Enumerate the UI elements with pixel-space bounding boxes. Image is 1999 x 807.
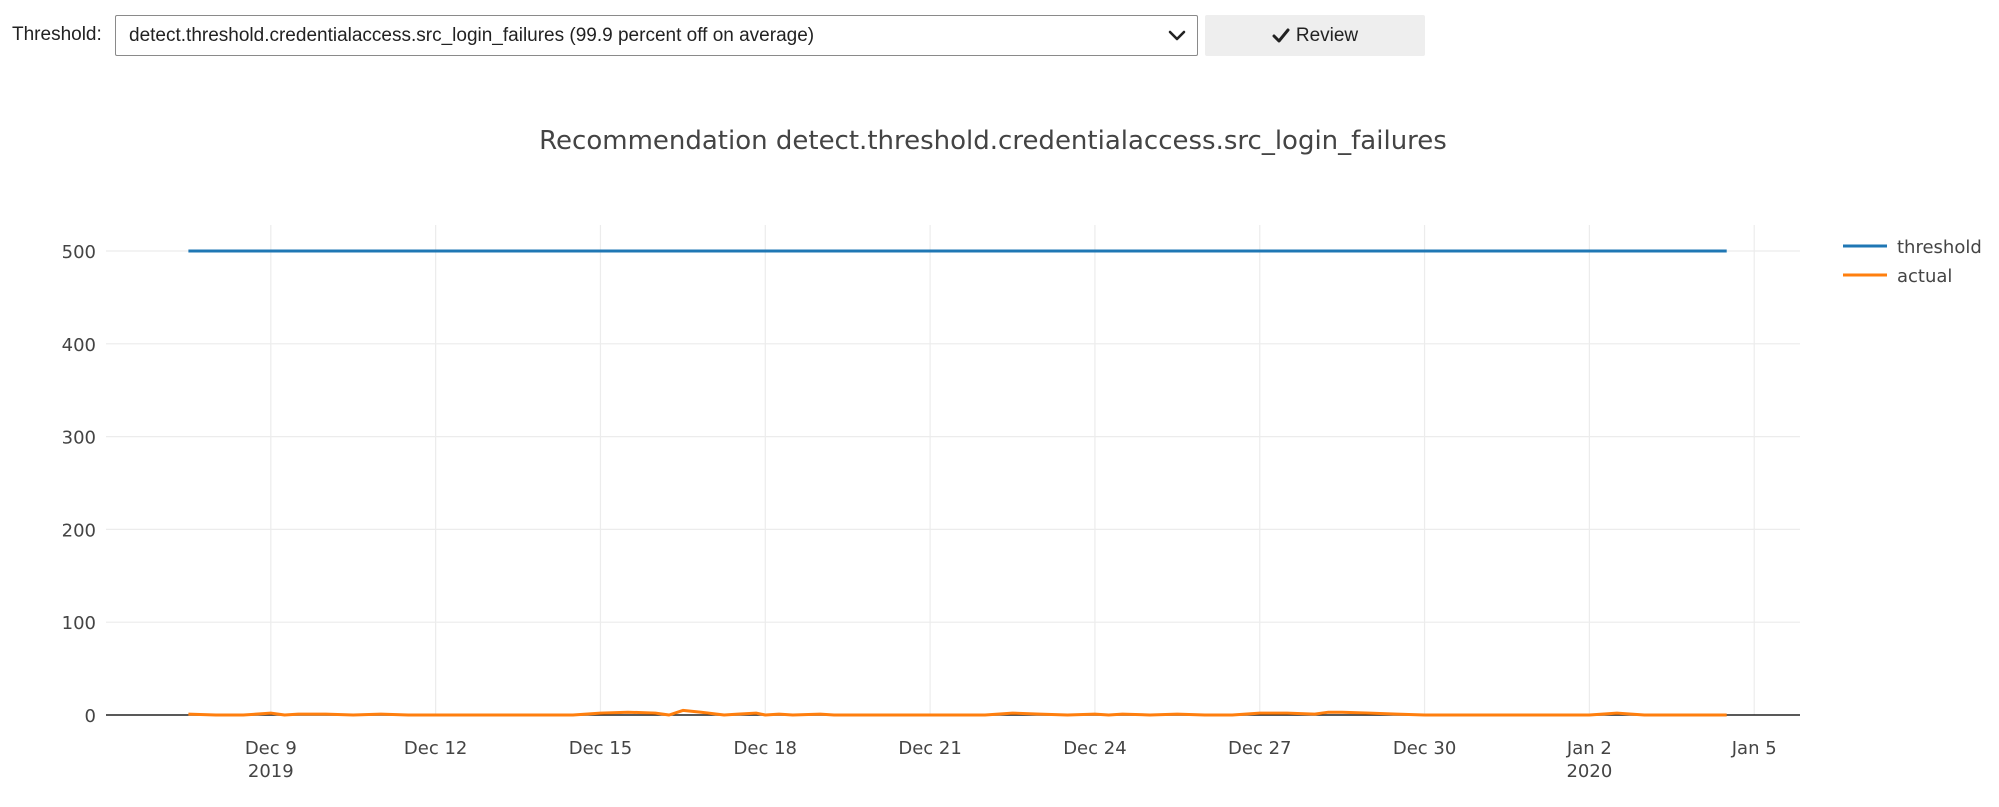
review-button[interactable]: Review — [1205, 15, 1425, 56]
x-tick-label: Jan 2 — [1566, 738, 1612, 759]
y-tick-label: 500 — [62, 242, 96, 263]
line-chart: Recommendation detect.threshold.credenti… — [62, 126, 1982, 782]
toolbar: Threshold: detect.threshold.credentialac… — [0, 0, 1999, 60]
x-tick-label: Dec 18 — [734, 738, 797, 759]
chart-title: Recommendation detect.threshold.credenti… — [539, 126, 1447, 156]
chevron-down-icon — [1168, 30, 1186, 41]
x-tick-label: Dec 21 — [898, 738, 961, 759]
grid — [106, 225, 1800, 716]
x-tick-label: Dec 15 — [569, 738, 632, 759]
x-tick-label: Dec 27 — [1228, 738, 1291, 759]
chart: Recommendation detect.threshold.credenti… — [0, 70, 1999, 802]
x-tick-label: Dec 9 — [245, 738, 297, 759]
x-tick-label: Dec 30 — [1393, 738, 1456, 759]
x-tick-label: Dec 24 — [1063, 738, 1126, 759]
series-line-actual[interactable] — [188, 708, 1727, 717]
x-tick-year-label: 2019 — [248, 761, 294, 782]
legend-item-actual[interactable]: actual — [1843, 266, 1952, 287]
x-tick-year-label: 2020 — [1566, 761, 1612, 782]
threshold-label: Threshold: — [12, 24, 102, 45]
legend-label: actual — [1897, 266, 1952, 287]
series-layer[interactable] — [188, 249, 1727, 717]
y-tick-label: 400 — [62, 335, 96, 356]
y-tick-label: 300 — [62, 428, 96, 449]
threshold-select[interactable]: detect.threshold.credentialaccess.src_lo… — [115, 15, 1198, 56]
legend-label: threshold — [1897, 237, 1982, 258]
legend[interactable]: threshold actual — [1843, 237, 1982, 287]
x-tick-label: Jan 5 — [1731, 738, 1777, 759]
review-button-label: Review — [1295, 24, 1359, 46]
x-tick-label: Dec 12 — [404, 738, 467, 759]
check-icon — [1272, 28, 1290, 42]
threshold-select-value: detect.threshold.credentialaccess.src_lo… — [129, 25, 815, 46]
y-tick-label: 0 — [85, 706, 96, 727]
y-tick-label: 200 — [62, 520, 96, 541]
y-tick-label: 100 — [62, 613, 96, 634]
legend-item-threshold[interactable]: threshold — [1843, 237, 1982, 258]
